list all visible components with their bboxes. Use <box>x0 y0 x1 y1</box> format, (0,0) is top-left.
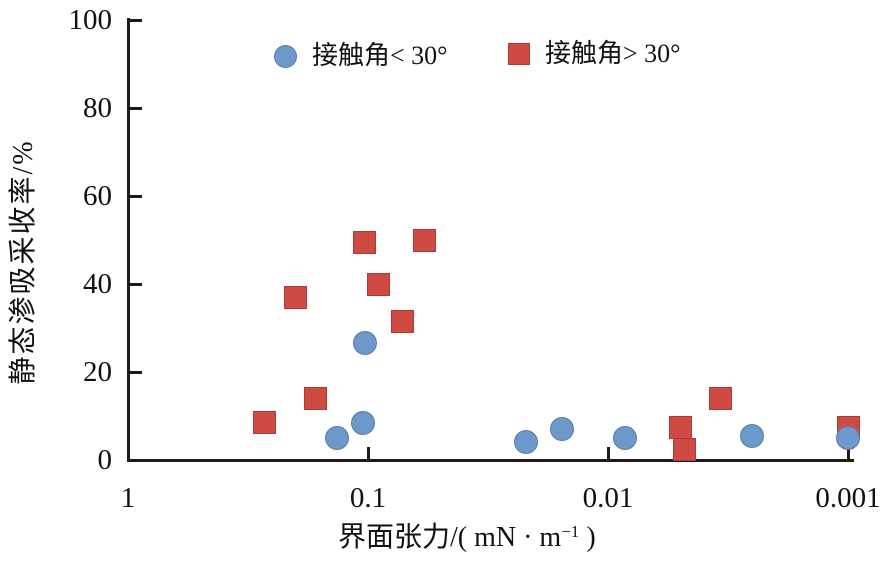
x-axis-title: 界面张力/( mN · m−1 ) <box>338 521 596 555</box>
data-point-circle <box>550 417 575 442</box>
x-tick-label: 0.001 <box>815 482 881 514</box>
data-point-circle <box>324 426 349 450</box>
data-point-square <box>673 437 696 461</box>
y-tick-label: 80 <box>83 92 112 124</box>
y-tick <box>130 371 142 374</box>
square-marker-icon <box>508 43 530 65</box>
data-point-square <box>413 228 437 252</box>
y-tick-label: 40 <box>83 268 112 300</box>
x-axis <box>127 459 854 462</box>
y-tick-label: 100 <box>68 4 113 36</box>
y-tick <box>130 283 142 286</box>
y-axis-title: 静态渗吸采收率/% <box>8 139 39 385</box>
x-axis-title-exponent: −1 <box>561 522 580 541</box>
legend-label: 接触角< 30° <box>312 41 448 70</box>
legend-item-contact-angle-lt-30: 接触角< 30° <box>274 42 448 70</box>
data-point-circle <box>352 331 377 356</box>
x-tick-label: 0.01 <box>582 482 634 514</box>
data-point-circle <box>513 430 538 455</box>
y-tick <box>130 19 142 22</box>
data-point-circle <box>836 426 860 450</box>
data-point-square <box>252 411 276 435</box>
data-point-square <box>353 230 377 254</box>
legend-label: 接触角> 30° <box>545 39 681 68</box>
data-point-circle <box>612 426 637 450</box>
data-point-square <box>708 386 732 410</box>
y-tick <box>130 195 142 198</box>
x-tick-label: 0.1 <box>349 482 387 514</box>
circle-marker-icon <box>274 44 297 68</box>
data-point-square <box>390 309 414 333</box>
y-tick-label: 60 <box>83 180 112 212</box>
data-point-square <box>304 386 328 410</box>
legend-item-contact-angle-gt-30: 接触角> 30° <box>508 40 681 68</box>
y-tick-label: 20 <box>83 356 112 388</box>
x-tick-label: 1 <box>120 482 136 514</box>
x-tick <box>847 447 850 459</box>
x-axis-title-text: 界面张力/( mN · m <box>338 522 562 553</box>
x-tick <box>367 447 370 459</box>
data-point-circle <box>350 410 375 435</box>
data-point-square <box>284 285 308 309</box>
y-tick <box>130 107 142 110</box>
x-tick <box>607 447 610 459</box>
data-point-square <box>668 415 692 439</box>
data-point-square <box>367 272 391 296</box>
y-axis <box>127 18 130 462</box>
data-point-circle <box>740 423 765 448</box>
y-tick-label: 0 <box>97 444 113 476</box>
x-axis-title-close: ) <box>579 522 596 553</box>
